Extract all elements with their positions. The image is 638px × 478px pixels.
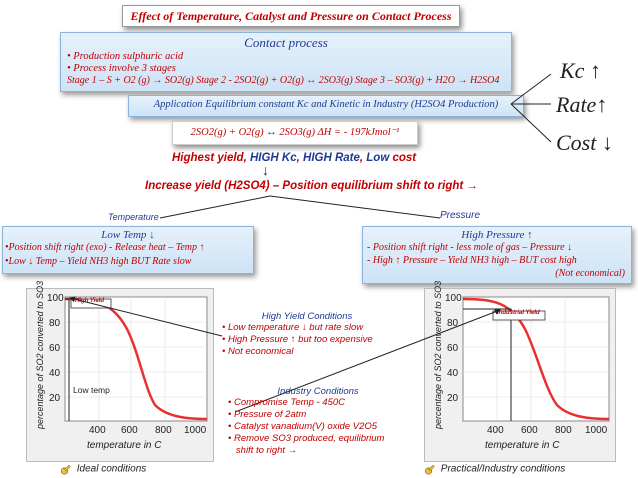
- equation-text: 2SO2(g) + O2(g) ↔ 2SO3(g) ΔH = - 197kJmo…: [190, 127, 400, 138]
- high-pressure-box: High Pressure ↑ - Position shift right -…: [362, 226, 632, 284]
- industry-xtick-400: 400: [487, 425, 504, 436]
- split-lines: [159, 195, 441, 219]
- footer-right-label: Practical/Industry conditions: [440, 463, 566, 475]
- ideal-xtick-400: 400: [89, 425, 106, 436]
- industry-xtick-600: 600: [521, 425, 538, 436]
- fan-arrows: [510, 73, 552, 143]
- temperature-label: Temperature: [108, 212, 159, 222]
- low-temp-box: Low Temp ↓ •Position shift right (exo) -…: [2, 226, 254, 274]
- ideal-chart-tag: High Yield: [75, 298, 105, 304]
- industry-ytick-80: 80: [447, 318, 459, 329]
- footer-right: Practical/Industry conditions: [424, 462, 565, 476]
- ideal-ytick-80: 80: [49, 318, 61, 329]
- ideal-ytick-40: 40: [49, 368, 61, 379]
- application-box: Application Equilibrium constant Kc and …: [128, 95, 524, 117]
- low-temp-heading: Low Temp ↓: [101, 229, 155, 241]
- high-pressure-line-3: (Not economical): [555, 268, 625, 279]
- high-pressure-line-1: - Position shift right - less mole of ga…: [367, 242, 573, 253]
- ideal-xlabel: temperature in C: [87, 440, 162, 451]
- equation-box: 2SO2(g) + O2(g) ↔ 2SO3(g) ΔH = - 197kJmo…: [172, 121, 418, 145]
- low-temp-line-2: •Low ↓ Temp – Yield NH3 high BUT Rate sl…: [5, 256, 192, 267]
- high-pressure-heading: High Pressure ↑: [461, 229, 533, 241]
- contact-bullet-1: • Production sulphuric acid: [67, 51, 184, 62]
- key-icon: [60, 464, 71, 475]
- ideal-xtick-600: 600: [121, 425, 138, 436]
- down-arrow: ↓: [262, 164, 269, 179]
- key-icon: [424, 464, 435, 475]
- industry-xlabel: temperature in C: [485, 440, 560, 451]
- high-yield-heading: High Yield Conditions: [261, 311, 353, 322]
- ideal-chart: High Yield 100 80 60 40 20 400 600 800 1…: [26, 281, 214, 462]
- cost-label: Cost ↓: [556, 130, 613, 155]
- industry-ytick-40: 40: [447, 368, 459, 379]
- industry-chart-tag: Industrial Yield: [497, 310, 540, 316]
- footer-left: Ideal conditions: [60, 462, 146, 476]
- industry-xtick-800: 800: [555, 425, 572, 436]
- ideal-ytick-60: 60: [49, 343, 61, 354]
- ideal-ytick-20: 20: [49, 393, 61, 404]
- low-temp-line-1: •Position shift right (exo) - Release he…: [5, 242, 205, 253]
- industry-ytick-100: 100: [445, 293, 462, 304]
- ideal-xtick-800: 800: [155, 425, 172, 436]
- industry-item-1: • Compromise Temp - 450C: [228, 397, 346, 408]
- ideal-ytick-100: 100: [47, 293, 64, 304]
- contact-bullet-2: • Process involve 3 stages: [67, 63, 176, 74]
- high-yield-item-1: • Low temperature ↓ but rate slow: [222, 322, 364, 333]
- kc-label: Kc ↑: [560, 58, 601, 83]
- contact-process-box: Contact process • Production sulphuric a…: [60, 32, 512, 92]
- high-yield-item-2: • High Pressure ↑ but too expensive: [222, 334, 373, 345]
- high-yield-conditions: High Yield Conditions • Low temperature …: [222, 311, 392, 358]
- high-pressure-line-2: - High ↑ Pressure – Yield NH3 high – BUT…: [367, 255, 577, 266]
- industry-item-3: • Catalyst vanadium(V) oxide V2O5: [228, 421, 378, 432]
- contact-heading: Contact process: [244, 35, 328, 50]
- rate-label: Rate↑: [556, 92, 608, 117]
- industry-item-2: • Pressure of 2atm: [228, 409, 307, 420]
- highest-yield-text: Highest yield, HIGH Kc, HIGH Rate, Low c…: [172, 152, 417, 164]
- industry-item-5: shift to right →: [228, 445, 298, 456]
- industry-ytick-20: 20: [447, 393, 459, 404]
- industry-xtick-1000: 1000: [585, 425, 608, 436]
- high-yield-item-3: • Not economical: [222, 346, 294, 357]
- low-temp-label: Low temp: [73, 385, 110, 395]
- industry-chart: Industrial Yield 100 80 60 40 20 400 600…: [424, 281, 616, 462]
- industry-ylabel: percentage of SO2 converted to SO3: [433, 280, 443, 429]
- industry-heading: Industry Conditions: [277, 386, 359, 397]
- footer-left-label: Ideal conditions: [76, 463, 147, 475]
- ideal-xtick-1000: 1000: [184, 425, 207, 436]
- industry-conditions: Industry Conditions • Compromise Temp - …: [228, 386, 408, 457]
- increase-yield-text: Increase yield (H2SO4) – Position equili…: [145, 180, 478, 192]
- pressure-label: Pressure: [440, 210, 481, 221]
- page-title: Effect of Temperature, Catalyst and Pres…: [130, 9, 452, 23]
- industry-ytick-60: 60: [447, 343, 459, 354]
- industry-item-4: • Remove SO3 produced, equilibrium: [228, 433, 385, 444]
- ideal-ylabel: percentage of SO2 converted to SO3: [35, 280, 45, 429]
- application-text: Application Equilibrium constant Kc and …: [153, 99, 499, 110]
- contact-stages: Stage 1 – S + O2 (g) → SO2(g) Stage 2 - …: [67, 75, 500, 86]
- title-box: Effect of Temperature, Catalyst and Pres…: [122, 5, 460, 27]
